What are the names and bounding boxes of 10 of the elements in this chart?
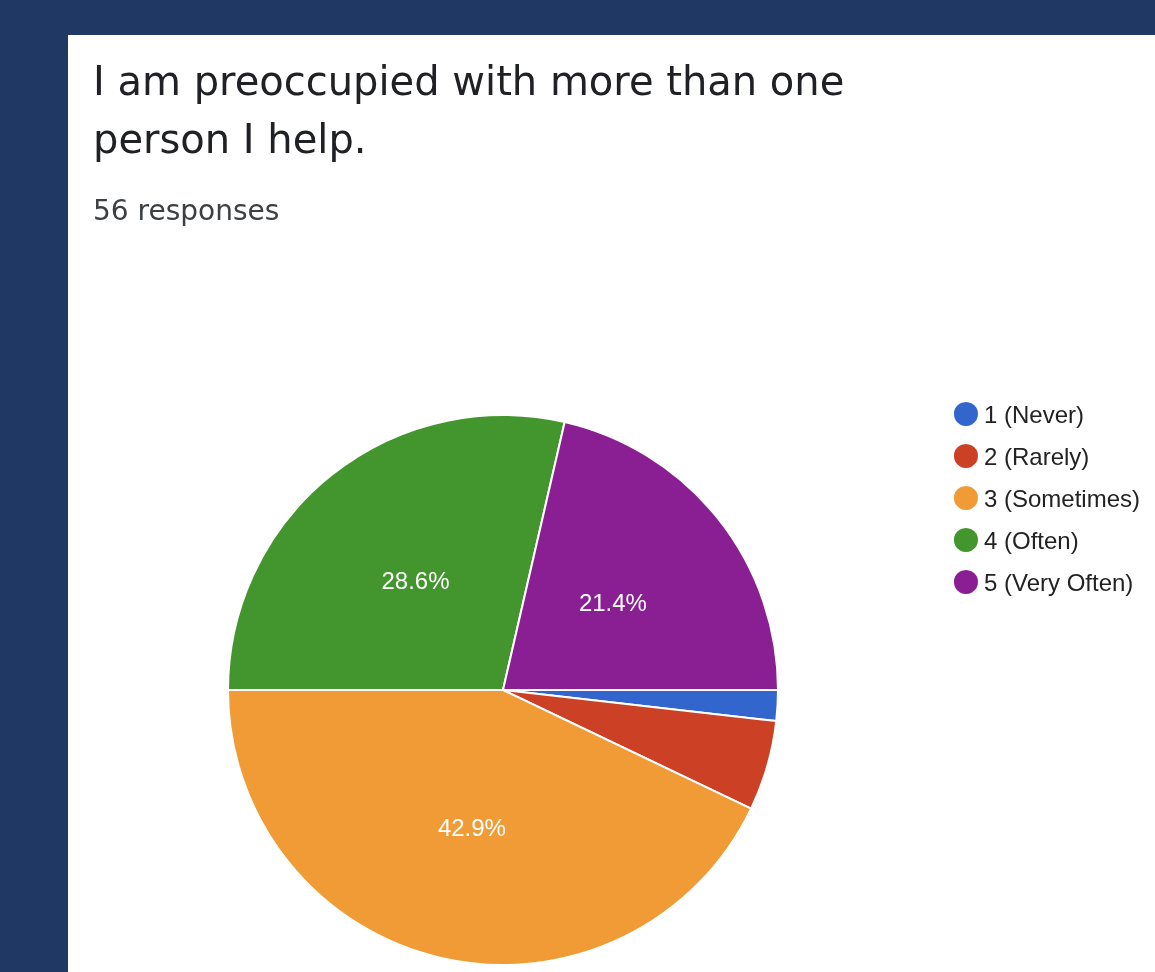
chart-subtitle: 56 responses — [93, 193, 280, 227]
legend-label: 1 (Never) — [983, 400, 1084, 428]
chart-title: I am preoccupied with more than one person I help. — [93, 58, 857, 162]
data-label: 42.9% — [437, 813, 506, 841]
data-label: 28.6% — [381, 566, 450, 594]
legend-label: 4 (Often) — [983, 526, 1079, 554]
legend-label: 5 (Very Often) — [983, 568, 1134, 596]
legend-label: 3 (Sometimes) — [983, 484, 1141, 512]
data-label: 21.4% — [578, 589, 647, 616]
legend-label: 2 (Rarely) — [983, 442, 1090, 470]
